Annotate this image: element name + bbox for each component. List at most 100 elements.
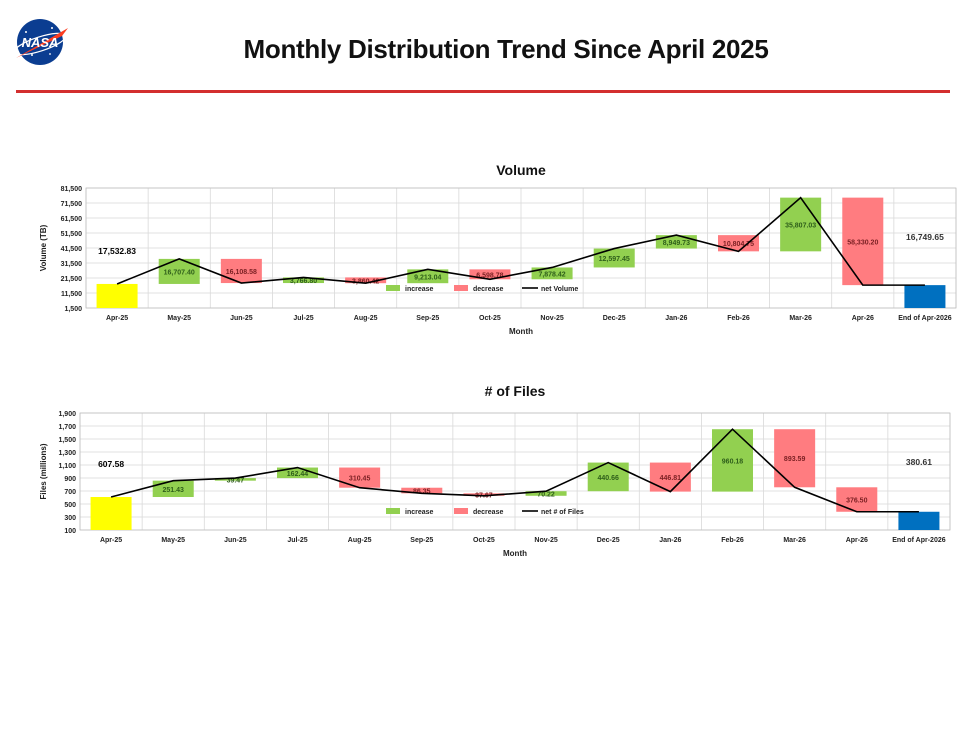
bar-increase [587, 462, 629, 492]
bar-increase [711, 429, 754, 492]
data-label: 3,766.80 [290, 278, 317, 285]
x-tick-label: Jul-25 [293, 315, 313, 322]
files-chart: # of Files 100 300 500 700 900 1,100 1,300 1,500… [0, 375, 972, 570]
x-tick-label: Sep-25 [416, 315, 439, 322]
data-label: 10,804.75 [723, 241, 754, 248]
y-tick-label: 300 [64, 515, 76, 522]
legend-label: increase [405, 509, 434, 516]
data-label: 16,749.65 [906, 232, 944, 242]
bar-increase [276, 467, 319, 479]
bar-start [90, 497, 132, 530]
y-axis-title: Files (millions) [39, 443, 48, 499]
legend-label: net # of Files [541, 509, 584, 516]
data-label: 446.81 [660, 475, 682, 482]
data-label: 39.47 [227, 477, 245, 484]
bar-decrease [717, 235, 760, 252]
net-line [110, 428, 919, 513]
legend-swatch-decrease [454, 508, 468, 514]
data-label: 960.18 [722, 458, 744, 465]
y-tick-label: 900 [64, 476, 76, 483]
y-tick-label: 700 [64, 489, 76, 496]
y-axis-title: Volume (TB) [39, 224, 48, 271]
y-tick-label: 71,500 [61, 201, 83, 208]
y-tick-label: 11,500 [61, 291, 82, 298]
x-tick-label: Mar-26 [783, 537, 806, 544]
legend-label: net Volume [541, 286, 578, 293]
x-tick-label: Apr-25 [100, 537, 122, 544]
x-tick-label: Nov-25 [540, 315, 563, 322]
bar-increase [407, 269, 449, 284]
x-tick-label: Oct-25 [479, 315, 501, 322]
x-tick-label: Oct-25 [473, 537, 495, 544]
x-tick-label: Feb-26 [721, 537, 744, 544]
bar-increase [525, 491, 567, 496]
data-label: 376.50 [846, 498, 868, 505]
bar-decrease [469, 269, 511, 280]
data-label: 17,532.83 [98, 246, 136, 256]
data-label: 3,860.42 [352, 278, 379, 285]
bar-increase [780, 197, 822, 252]
bar-decrease [836, 487, 878, 512]
y-tick-label: 1,700 [58, 424, 76, 431]
data-label: 35,807.03 [785, 222, 816, 229]
data-label: 607.58 [98, 459, 124, 469]
y-tick-label: 41,500 [61, 246, 83, 253]
data-label: 70.22 [537, 491, 555, 498]
y-tick-label: 61,500 [61, 216, 83, 223]
bar-increase [531, 267, 573, 280]
bar-increase [158, 258, 200, 284]
bar-end [904, 285, 946, 308]
data-label: 310.45 [349, 476, 371, 483]
x-tick-label: Mar-26 [789, 315, 812, 322]
bar-decrease [463, 493, 505, 496]
files-chart-svg: # of Files 100 300 500 700 900 1,100 1,300 1,500… [39, 383, 951, 558]
legend-label: decrease [473, 509, 503, 516]
y-tick-label: 81,500 [61, 186, 83, 193]
y-tick-label: 1,500 [64, 306, 82, 313]
x-tick-label: Apr-26 [852, 315, 874, 322]
y-tick-label: 1,300 [58, 450, 76, 457]
y-tick-label: 51,500 [61, 231, 83, 238]
x-tick-label: Feb-26 [727, 315, 750, 322]
x-tick-label: Nov-25 [534, 537, 557, 544]
legend-swatch-decrease [454, 285, 468, 291]
y-tick-label: 100 [64, 528, 76, 535]
x-tick-label: Apr-26 [846, 537, 868, 544]
data-label: 58,330.20 [847, 239, 878, 246]
title-rule [16, 90, 950, 93]
x-tick-label: Jan-26 [665, 315, 687, 322]
bar-increase [282, 277, 325, 284]
data-label: 16,707.40 [164, 269, 195, 276]
x-tick-label: Aug-25 [348, 537, 372, 544]
x-tick-label: Jun-25 [230, 315, 253, 322]
chart-title: # of Files [485, 383, 546, 399]
x-tick-label: Dec-25 [603, 315, 626, 322]
data-label: 893.59 [784, 456, 806, 463]
x-tick-label: End of Apr-2026 [892, 537, 946, 544]
plot-area [85, 187, 957, 309]
plot-area [79, 412, 951, 531]
x-tick-label: End of Apr-2026 [898, 315, 952, 322]
bar-start [96, 283, 138, 308]
volume-chart-svg: Volume 1,500 11,500 21,500 31,500 41,500 51,50… [39, 162, 957, 336]
nasa-logo: NASA [10, 14, 74, 70]
data-label: 8,949.73 [663, 240, 690, 247]
x-tick-label: Apr-25 [106, 315, 128, 322]
data-label: 12,597.45 [599, 256, 630, 263]
x-tick-label: Jul-25 [287, 537, 307, 544]
data-label: 162.44 [287, 471, 309, 478]
data-label: 440.66 [598, 475, 620, 482]
x-tick-label: May-25 [161, 537, 185, 544]
y-tick-label: 500 [64, 502, 76, 509]
bar-decrease [345, 277, 387, 284]
bar-decrease [339, 467, 381, 488]
page-title: Monthly Distribution Trend Since April 2… [243, 34, 769, 64]
x-tick-label: Dec-25 [597, 537, 620, 544]
y-tick-label: 31,500 [61, 261, 83, 268]
data-label: 6,598.78 [476, 272, 503, 279]
legend-label: increase [405, 286, 434, 293]
x-axis-title: Month [509, 327, 533, 336]
bar-decrease [401, 487, 443, 494]
logo-text: NASA [22, 35, 59, 50]
bar-end [898, 511, 940, 530]
